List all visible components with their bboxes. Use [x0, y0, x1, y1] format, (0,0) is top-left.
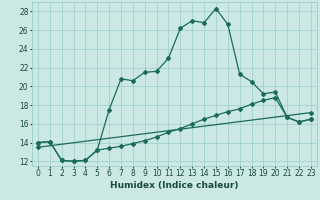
- X-axis label: Humidex (Indice chaleur): Humidex (Indice chaleur): [110, 181, 239, 190]
